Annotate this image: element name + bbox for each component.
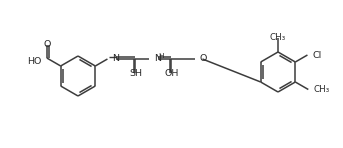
Text: SH: SH — [129, 69, 142, 78]
Text: O: O — [199, 54, 207, 63]
Text: HO: HO — [27, 57, 42, 66]
Text: N: N — [113, 54, 119, 63]
Text: N: N — [154, 54, 161, 63]
Text: Cl: Cl — [312, 50, 322, 59]
Text: CH₃: CH₃ — [313, 85, 330, 94]
Text: OH: OH — [164, 69, 179, 78]
Text: O: O — [43, 40, 50, 49]
Text: H: H — [158, 53, 164, 59]
Text: CH₃: CH₃ — [270, 33, 286, 42]
